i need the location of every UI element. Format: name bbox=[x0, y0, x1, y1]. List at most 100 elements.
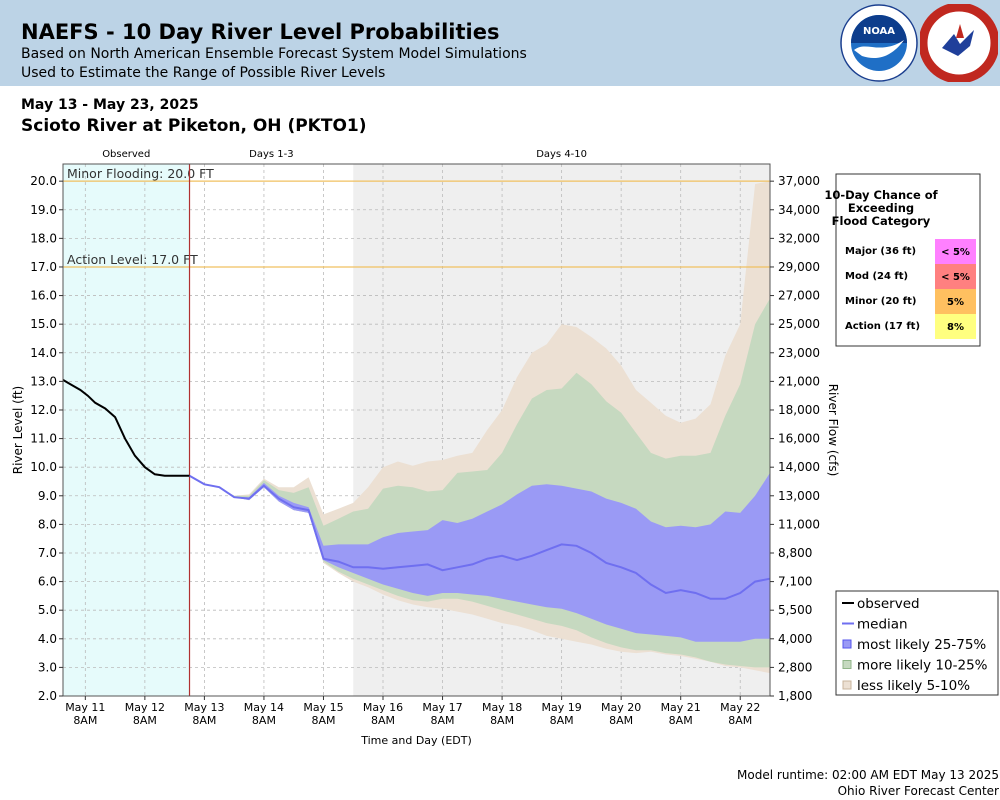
y-right-tick-label: 14,000 bbox=[778, 460, 820, 474]
x-tick-day-label: May 22 bbox=[720, 701, 760, 714]
exceedance-table-title: Flood Category bbox=[832, 214, 931, 228]
x-tick-day-label: May 13 bbox=[184, 701, 224, 714]
subtitle-line-2: Used to Estimate the Range of Possible R… bbox=[21, 65, 386, 81]
exceedance-table-title: 10-Day Chance of bbox=[824, 188, 938, 202]
exceedance-row-label: Action (17 ft) bbox=[845, 321, 920, 332]
y-tick-label: 6.0 bbox=[38, 575, 57, 589]
y-right-tick-label: 2,800 bbox=[778, 660, 812, 674]
x-tick-time-label: 8AM bbox=[133, 714, 157, 727]
y-tick-label: 2.0 bbox=[38, 689, 57, 703]
exceedance-row-label: Mod (24 ft) bbox=[845, 271, 908, 282]
legend-item-label: less likely 5-10% bbox=[857, 678, 970, 694]
legend-item-label: observed bbox=[857, 596, 920, 612]
exceedance-row-label: Minor (20 ft) bbox=[845, 296, 916, 307]
region-label: Days 4-10 bbox=[536, 149, 587, 160]
y-tick-label: 11.0 bbox=[30, 432, 57, 446]
x-tick-time-label: 8AM bbox=[73, 714, 97, 727]
y-tick-label: 9.0 bbox=[38, 489, 57, 503]
exceedance-value-cell bbox=[935, 264, 976, 289]
station-name: Scioto River at Piketon, OH (PKTO1) bbox=[21, 116, 367, 136]
y-tick-label: 3.0 bbox=[38, 660, 57, 674]
threshold-label: Minor Flooding: 20.0 FT bbox=[67, 166, 214, 181]
y-right-axis-title: River Flow (cfs) bbox=[826, 384, 840, 477]
exceedance-row-label: Major (36 ft) bbox=[845, 246, 916, 257]
y-right-tick-label: 5,500 bbox=[778, 603, 812, 617]
y-right-tick-label: 13,000 bbox=[778, 489, 820, 503]
x-tick-time-label: 8AM bbox=[669, 714, 693, 727]
x-tick-time-label: 8AM bbox=[371, 714, 395, 727]
y-right-tick-label: 16,000 bbox=[778, 432, 820, 446]
y-tick-label: 18.0 bbox=[30, 231, 57, 245]
observed-region-shade bbox=[63, 164, 190, 696]
median-line bbox=[189, 474, 771, 600]
y-right-tick-label: 25,000 bbox=[778, 317, 820, 331]
band-25-75 bbox=[189, 472, 770, 642]
region-label: Observed bbox=[102, 149, 150, 160]
exceedance-row-value: 8% bbox=[947, 322, 964, 333]
y-right-tick-label: 29,000 bbox=[778, 260, 820, 274]
y-right-tick-label: 34,000 bbox=[778, 203, 820, 217]
x-tick-day-label: May 18 bbox=[482, 701, 522, 714]
y-right-tick-label: 4,000 bbox=[778, 632, 812, 646]
y-right-tick-label: 37,000 bbox=[778, 174, 820, 188]
y-tick-label: 10.0 bbox=[30, 460, 57, 474]
legend-item-label: median bbox=[857, 617, 908, 633]
x-tick-day-label: May 15 bbox=[303, 701, 343, 714]
x-tick-day-label: May 16 bbox=[363, 701, 403, 714]
header-banner: NAEFS - 10 Day River Level Probabilities… bbox=[0, 0, 1000, 86]
x-tick-time-label: 8AM bbox=[192, 714, 216, 727]
y-tick-label: 13.0 bbox=[30, 374, 57, 388]
legend-item-label: more likely 10-25% bbox=[857, 658, 988, 674]
x-tick-time-label: 8AM bbox=[550, 714, 574, 727]
y-tick-label: 5.0 bbox=[38, 603, 57, 617]
x-tick-day-label: May 17 bbox=[422, 701, 462, 714]
legend-swatch-box bbox=[842, 680, 852, 690]
y-right-tick-label: 8,800 bbox=[778, 546, 812, 560]
y-right-tick-label: 32,000 bbox=[778, 231, 820, 245]
y-axis-title: River Level (ft) bbox=[11, 386, 25, 474]
legend-swatch-box bbox=[842, 639, 852, 649]
y-tick-label: 20.0 bbox=[30, 174, 57, 188]
legend-swatch-box bbox=[842, 660, 852, 669]
x-tick-day-label: May 14 bbox=[244, 701, 284, 714]
legend-box bbox=[835, 590, 999, 696]
x-tick-day-label: May 19 bbox=[541, 701, 581, 714]
y-tick-label: 8.0 bbox=[38, 517, 57, 531]
x-tick-day-label: May 21 bbox=[661, 701, 701, 714]
y-tick-label: 12.0 bbox=[30, 403, 57, 417]
x-tick-time-label: 8AM bbox=[431, 714, 455, 727]
x-tick-time-label: 8AM bbox=[490, 714, 514, 727]
x-tick-time-label: 8AM bbox=[728, 714, 752, 727]
y-right-tick-label: 18,000 bbox=[778, 403, 820, 417]
exceedance-value-cell bbox=[935, 314, 976, 339]
y-right-tick-label: 21,000 bbox=[778, 374, 820, 388]
x-tick-time-label: 8AM bbox=[252, 714, 276, 727]
y-tick-label: 4.0 bbox=[38, 632, 57, 646]
y-right-tick-label: 23,000 bbox=[778, 346, 820, 360]
y-tick-label: 17.0 bbox=[30, 260, 57, 274]
y-tick-label: 14.0 bbox=[30, 346, 57, 360]
exceedance-value-cell bbox=[935, 289, 976, 314]
x-tick-day-label: May 12 bbox=[125, 701, 165, 714]
y-tick-label: 19.0 bbox=[30, 203, 57, 217]
x-tick-time-label: 8AM bbox=[609, 714, 633, 727]
exceedance-row-value: 5% bbox=[947, 297, 964, 308]
exceedance-table-title: Exceeding bbox=[848, 201, 914, 215]
x-tick-day-label: May 11 bbox=[65, 701, 105, 714]
y-tick-label: 7.0 bbox=[38, 546, 57, 560]
page-title: NAEFS - 10 Day River Level Probabilities bbox=[21, 20, 500, 44]
legend-item-label: most likely 25-75% bbox=[857, 637, 986, 653]
y-right-tick-label: 7,100 bbox=[778, 575, 812, 589]
x-tick-day-label: May 20 bbox=[601, 701, 641, 714]
x-axis-title: Time and Day (EDT) bbox=[360, 734, 472, 747]
y-tick-label: 16.0 bbox=[30, 289, 57, 303]
date-range: May 13 - May 23, 2025 bbox=[21, 97, 199, 113]
plot-frame bbox=[62, 163, 771, 697]
y-right-tick-label: 27,000 bbox=[778, 289, 820, 303]
observed-line bbox=[62, 379, 190, 477]
noaa-logo: NOAA bbox=[840, 4, 918, 82]
y-right-tick-label: 1,800 bbox=[778, 689, 812, 703]
svg-text:NOAA: NOAA bbox=[863, 26, 895, 37]
threshold-label: Action Level: 17.0 FT bbox=[67, 252, 198, 267]
